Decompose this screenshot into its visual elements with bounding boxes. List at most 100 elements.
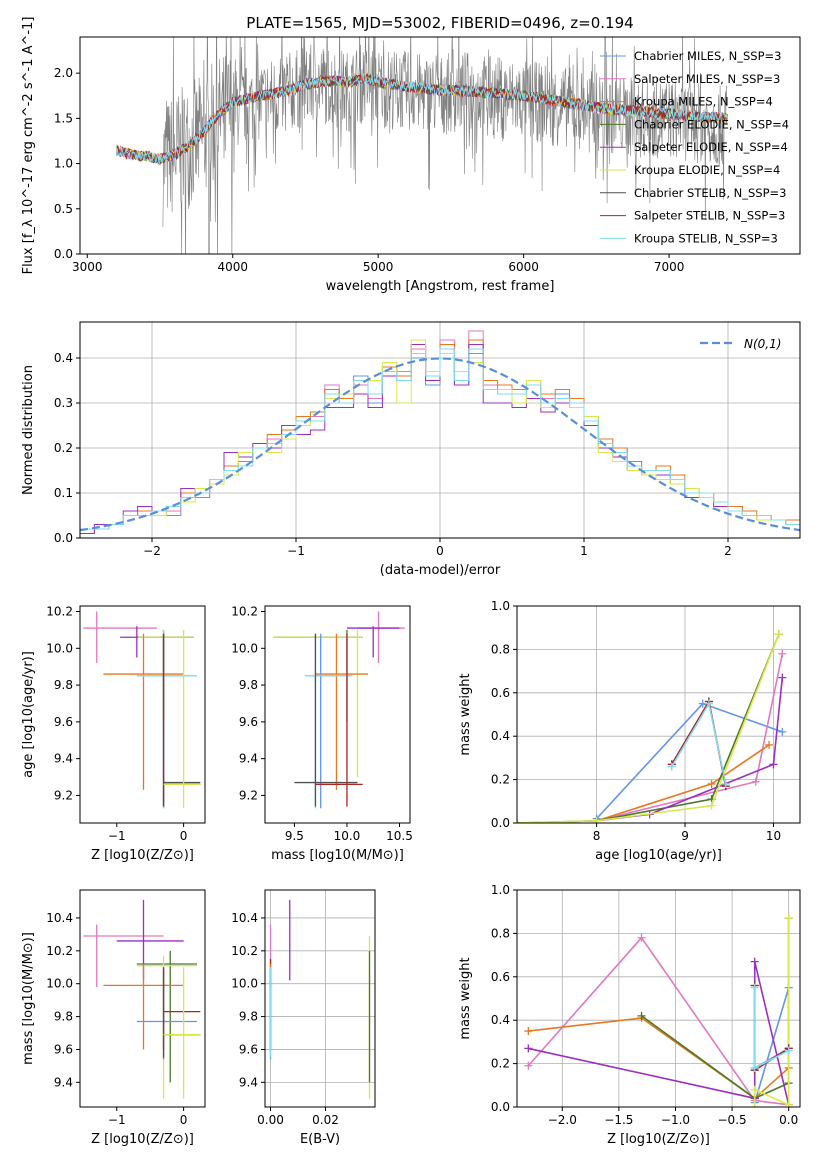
y-tick-label: 0.0 <box>54 247 73 261</box>
y-tick-label: 1.0 <box>54 157 73 171</box>
model-series-line <box>115 74 728 166</box>
series-marker <box>750 1103 759 1107</box>
y-tick-label: 9.6 <box>54 1042 73 1056</box>
y-tick-label: 0.4 <box>491 1013 510 1027</box>
data-point <box>273 629 363 778</box>
series-marker <box>721 779 730 788</box>
figure-title: PLATE=1565, MJD=53002, FIBERID=0496, z=0… <box>246 14 633 32</box>
y-tick-label: 1.5 <box>54 111 73 125</box>
y-tick-label: 2.0 <box>54 66 73 80</box>
x-axis-label: mass [log10(M/M⊙)] <box>271 848 404 863</box>
axes-frame <box>264 605 411 824</box>
series-marker <box>778 649 787 658</box>
y-tick-label: 9.8 <box>54 1010 73 1024</box>
y-tick-label: 10.0 <box>46 977 73 991</box>
x-tick-label: 5000 <box>363 260 394 274</box>
x-tick-label: 9.5 <box>285 829 304 843</box>
x-axis-label: Z [log10(Z/Z⊙)] <box>91 1132 194 1147</box>
axes-frame <box>79 889 206 1108</box>
x-tick-label: 0 <box>180 829 188 843</box>
data-point <box>103 963 184 1050</box>
y-tick-label: 1.0 <box>491 599 510 613</box>
legend-entry: Salpeter STELIB, N_SSP=3 <box>634 209 785 223</box>
y-tick-label: 9.2 <box>54 788 73 802</box>
y-tick-label: 9.4 <box>239 1075 258 1089</box>
model-series-line <box>115 72 728 166</box>
legend-entry: Chabrier STELIB, N_SSP=3 <box>634 186 786 200</box>
y-tick-label: 10.2 <box>231 944 258 958</box>
series-marker <box>524 1061 533 1070</box>
y-tick-label: 10.2 <box>46 605 73 619</box>
legend-entry: Kroupa STELIB, N_SSP=3 <box>634 231 778 245</box>
normal-curve-line <box>80 357 800 532</box>
data-point <box>136 950 197 1083</box>
x-axis-label: wavelength [Angstrom, rest frame] <box>326 279 555 294</box>
y-tick-label: 9.4 <box>54 1075 73 1089</box>
z-massweight-panel: −2.0 −1.5 −1.0 −0.5 0.0 0.0 0.2 0.4 0.6 0.8 1.0 Z [… <box>458 883 801 1147</box>
data-point <box>83 611 157 664</box>
y-tick-label: 9.6 <box>54 715 73 729</box>
histogram-series <box>80 348 800 538</box>
x-tick-label: −1.5 <box>604 1113 633 1127</box>
x-axis-label: Z [log10(Z/Z⊙)] <box>91 848 194 863</box>
y-tick-label: 10.2 <box>46 944 73 958</box>
residuals-plot-area <box>80 330 800 538</box>
x-tick-label: 8 <box>593 829 601 843</box>
series-marker <box>524 1044 533 1053</box>
axes-frame <box>79 36 801 255</box>
y-tick-label: 9.2 <box>239 788 258 802</box>
legend-entry: Salpeter MILES, N_SSP=3 <box>634 72 780 86</box>
y-axis-label: mass weight <box>458 673 473 755</box>
x-tick-label: −2.0 <box>548 1113 577 1127</box>
y-tick-label: 10.0 <box>231 641 258 655</box>
x-tick-label: 0.02 <box>312 1113 339 1127</box>
y-tick-label: 0.2 <box>54 441 73 455</box>
y-tick-label: 0.8 <box>491 642 510 656</box>
series-line <box>527 936 789 1106</box>
x-tick-label: 10 <box>766 829 781 843</box>
series-marker <box>750 1063 759 1072</box>
series-marker <box>765 740 774 749</box>
y-tick-label: 10.0 <box>46 641 73 655</box>
y-tick-label: 9.8 <box>239 678 258 692</box>
y-tick-label: 0.3 <box>54 396 73 410</box>
legend-entry: N(0,1) <box>744 337 781 351</box>
legend-entry: Kroupa MILES, N_SSP=4 <box>634 95 773 109</box>
y-tick-label: 9.6 <box>239 715 258 729</box>
age-massweight-plot-area <box>517 630 787 823</box>
y-tick-label: 10.4 <box>231 911 258 925</box>
y-axis-label: age [log10(age/yr)] <box>21 651 36 778</box>
axes-frame <box>516 605 801 824</box>
y-tick-label: 0.0 <box>54 531 73 545</box>
y-tick-label: 0.6 <box>491 970 510 984</box>
series-marker <box>750 983 759 992</box>
y-tick-label: 9.8 <box>54 678 73 692</box>
x-tick-label: −1 <box>108 1113 126 1127</box>
series-marker <box>707 779 716 788</box>
series-marker <box>704 699 713 708</box>
y-tick-label: 9.4 <box>239 752 258 766</box>
legend-entry: Kroupa ELODIE, N_SSP=4 <box>634 163 780 177</box>
x-axis-label: age [log10(age/yr)] <box>595 848 722 863</box>
z-mass-plot-area <box>83 899 201 1099</box>
series-marker <box>784 914 793 923</box>
y-tick-label: 0.1 <box>54 486 73 500</box>
data-point <box>103 633 184 790</box>
x-tick-label: 0 <box>436 544 444 558</box>
x-tick-label: −2 <box>143 544 161 558</box>
spectrum-plot-area <box>115 37 728 254</box>
legend-entry: Chabrier ELODIE, N_SSP=4 <box>634 117 789 131</box>
data-point <box>346 626 400 658</box>
y-tick-label: 9.4 <box>54 752 73 766</box>
series-marker <box>524 1027 533 1036</box>
x-tick-label: 10.5 <box>386 829 413 843</box>
z-massweight-plot-area <box>524 914 793 1107</box>
series-line <box>753 918 790 1107</box>
series-marker <box>769 760 778 769</box>
x-tick-label: 2 <box>724 544 732 558</box>
axes-frame <box>264 889 376 1108</box>
series-marker <box>592 816 601 823</box>
ebv-mass-panel: 0.00 0.02 9.4 9.6 9.8 10.0 10.2 10.4 E(B-V) <box>231 889 376 1147</box>
